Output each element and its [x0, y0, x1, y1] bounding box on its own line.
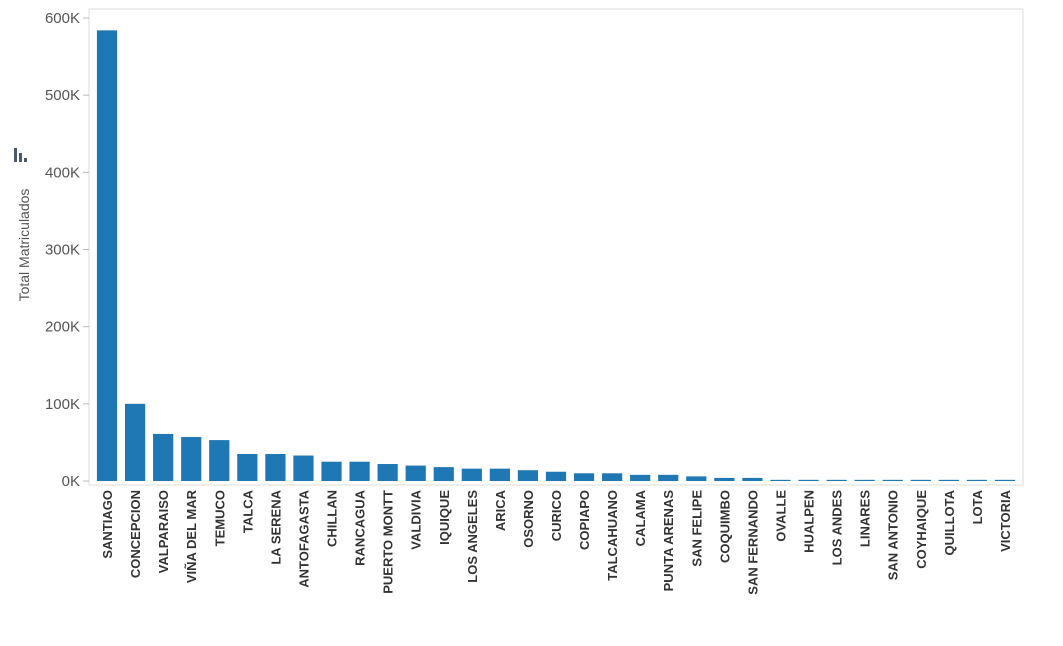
bar[interactable] [630, 474, 651, 481]
x-category-label: IQUIQUE [437, 490, 452, 545]
y-tick-label: 500K [45, 87, 80, 104]
x-category-label: VIÑA DEL MAR [184, 489, 199, 583]
x-category-label: ARICA [493, 489, 508, 531]
bar[interactable] [882, 479, 903, 481]
x-category-label: SAN FERNANDO [745, 490, 760, 595]
bar[interactable] [96, 30, 118, 481]
x-category-label: TEMUCO [212, 490, 227, 546]
y-tick-label: 600K [45, 10, 80, 27]
x-category-label: QUILLOTA [942, 489, 957, 555]
x-category-label: COQUIMBO [717, 490, 732, 563]
bar[interactable] [826, 479, 847, 481]
x-category-label: COYHAIQUE [914, 490, 929, 569]
x-category-label: CALAMA [633, 489, 648, 546]
x-category-label: PUNTA ARENAS [661, 490, 676, 592]
bar[interactable] [910, 479, 931, 481]
bar[interactable] [714, 477, 735, 481]
y-tick-label: 400K [45, 164, 80, 181]
bar[interactable] [686, 476, 707, 481]
bar[interactable] [377, 464, 398, 481]
y-tick-label: 200K [45, 319, 80, 336]
x-category-label: SANTIAGO [100, 490, 115, 559]
bar[interactable] [237, 453, 258, 481]
bar[interactable] [349, 461, 370, 481]
bar[interactable] [770, 479, 791, 481]
x-category-label: COPIAPO [577, 490, 592, 550]
x-category-label: OVALLE [773, 490, 788, 542]
bar[interactable] [405, 465, 426, 481]
bar[interactable] [545, 471, 567, 481]
bar[interactable] [265, 453, 286, 481]
x-category-label: LOS ANDES [830, 490, 845, 566]
x-category-label: ANTOFAGASTA [296, 489, 311, 587]
bar[interactable] [153, 433, 174, 481]
bar[interactable] [517, 470, 539, 481]
bar[interactable] [433, 467, 454, 481]
bar[interactable] [658, 474, 679, 481]
bar[interactable] [994, 479, 1016, 481]
x-category-label: CURICO [549, 490, 564, 541]
plot-frame [88, 8, 1024, 486]
bars [96, 30, 1016, 481]
bar[interactable] [742, 477, 763, 481]
bar[interactable] [181, 437, 202, 481]
x-category-label: SAN FELIPE [689, 490, 704, 567]
bar[interactable] [321, 461, 342, 481]
x-category-label: VALPARAISO [156, 490, 171, 573]
x-category-label: TALCA [240, 489, 255, 533]
y-axis-title: Total Matriculados [16, 189, 32, 302]
y-tick-label: 300K [45, 242, 80, 259]
bar[interactable] [798, 479, 819, 481]
x-category-label: HUALPEN [802, 490, 817, 553]
x-category-label: LOTA [970, 489, 985, 524]
x-category-label: RANCAGUA [353, 489, 368, 565]
x-axis-labels: SANTIAGO CONCEPCION VALPARAISO VIÑA DEL MAR… [100, 489, 1013, 594]
x-category-label: OSORNO [521, 490, 536, 548]
bar[interactable] [938, 479, 959, 481]
bar[interactable] [293, 455, 314, 481]
x-category-label: LA SERENA [268, 489, 283, 564]
x-category-label: PUERTO MONTT [381, 490, 396, 594]
x-category-label: SAN ANTONIO [886, 490, 901, 580]
bar[interactable] [854, 479, 875, 481]
sort-bars-icon[interactable] [14, 148, 27, 162]
bar[interactable] [573, 473, 595, 481]
y-tick-label: 100K [45, 396, 80, 413]
bar[interactable] [966, 479, 988, 481]
bar[interactable] [602, 473, 623, 481]
x-category-label: VICTORIA [998, 489, 1013, 551]
x-category-label: LOS ANGELES [465, 490, 480, 583]
bar[interactable] [124, 403, 146, 481]
y-axis: 0K 100K 200K 300K 400K 500K 600K [45, 10, 89, 490]
bar[interactable] [209, 440, 230, 481]
x-category-label: CONCEPCION [128, 490, 143, 578]
y-tick-label: 0K [62, 473, 80, 490]
x-category-label: TALCAHUANO [605, 490, 620, 581]
x-category-label: LINARES [858, 490, 873, 547]
bar[interactable] [489, 468, 510, 481]
x-category-label: CHILLAN [325, 490, 340, 547]
x-category-label: VALDIVIA [409, 489, 424, 549]
bar[interactable] [461, 468, 482, 481]
